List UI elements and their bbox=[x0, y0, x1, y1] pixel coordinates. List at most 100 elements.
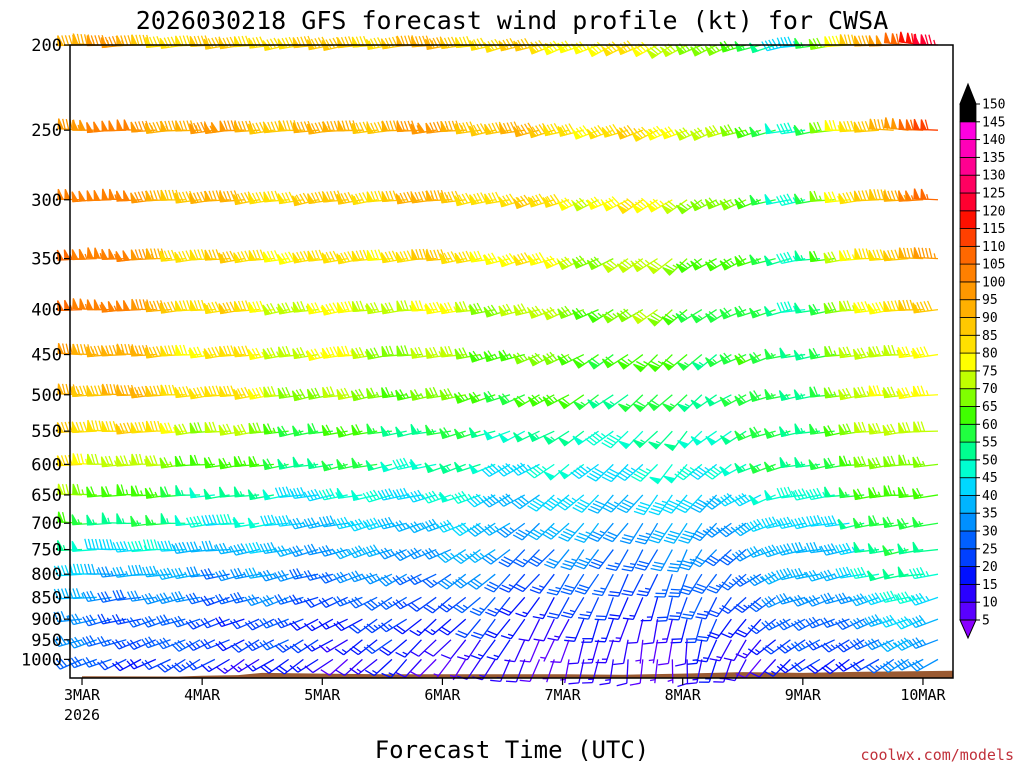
wind-barb bbox=[362, 489, 393, 503]
wind-barb bbox=[668, 597, 688, 621]
colorbar-label: 90 bbox=[982, 311, 998, 326]
wind-barb bbox=[609, 618, 629, 643]
wind-barb bbox=[823, 251, 850, 264]
wind-barb bbox=[424, 462, 452, 474]
wind-barb bbox=[321, 424, 348, 437]
wind-barb bbox=[498, 349, 525, 362]
wind-barb bbox=[764, 194, 791, 205]
wind-barb bbox=[86, 385, 112, 397]
wind-barb bbox=[291, 388, 319, 402]
wind-barb bbox=[452, 573, 481, 589]
wind-barb bbox=[466, 493, 496, 508]
wind-barb bbox=[321, 250, 348, 264]
wind-barb bbox=[247, 489, 274, 501]
wind-barb bbox=[883, 300, 909, 312]
wind-barb bbox=[546, 573, 570, 596]
wind-barb bbox=[395, 639, 422, 658]
wind-barb bbox=[483, 390, 511, 403]
wind-barb bbox=[805, 639, 835, 651]
wind-barb bbox=[690, 522, 718, 542]
wind-barb bbox=[594, 618, 614, 643]
colorbar-label: 145 bbox=[982, 115, 1005, 130]
colorbar-label: 115 bbox=[982, 222, 1005, 237]
wind-barb bbox=[882, 386, 909, 399]
colorbar-box bbox=[959, 601, 977, 621]
wind-barb bbox=[72, 298, 97, 311]
wind-barb bbox=[776, 251, 806, 265]
wind-barb bbox=[763, 255, 791, 267]
wind-barb bbox=[56, 249, 83, 261]
wind-barb bbox=[263, 190, 289, 203]
wind-barb bbox=[219, 385, 245, 397]
wind-barb bbox=[656, 618, 673, 644]
wind-barb bbox=[662, 394, 688, 413]
colorbar-label: 100 bbox=[982, 275, 1005, 290]
wind-barb bbox=[790, 516, 821, 530]
wind-barb bbox=[723, 639, 747, 662]
wind-barb bbox=[131, 453, 156, 466]
wind-barb bbox=[633, 354, 659, 373]
wind-barb bbox=[348, 596, 378, 609]
wind-barb bbox=[764, 489, 791, 501]
wind-barb bbox=[882, 545, 909, 557]
wind-barb bbox=[747, 618, 777, 635]
wind-barb bbox=[215, 542, 245, 555]
wind-barb bbox=[439, 251, 466, 265]
wind-barb bbox=[392, 596, 422, 610]
wind-barb bbox=[438, 618, 467, 636]
wind-barb bbox=[898, 31, 924, 46]
wind-barb bbox=[68, 588, 97, 600]
wind-barb bbox=[675, 43, 703, 56]
wind-barb bbox=[572, 197, 599, 212]
terrain-fill bbox=[82, 670, 953, 678]
wind-barb bbox=[175, 344, 201, 356]
wind-barb bbox=[868, 249, 894, 261]
wind-barb bbox=[130, 515, 156, 527]
wind-barb bbox=[570, 463, 599, 480]
wind-barb bbox=[71, 248, 97, 261]
wind-barb bbox=[321, 302, 348, 316]
wind-barb bbox=[350, 388, 378, 402]
wind-barb bbox=[349, 639, 378, 656]
wind-barb bbox=[277, 251, 304, 265]
wind-barb bbox=[277, 458, 304, 470]
wind-barb bbox=[690, 44, 717, 57]
wind-barb bbox=[303, 488, 334, 502]
wind-barb bbox=[601, 123, 629, 138]
wind-barb bbox=[648, 430, 673, 450]
wind-barb bbox=[864, 592, 894, 606]
wind-barb bbox=[337, 120, 363, 132]
wind-barb bbox=[116, 119, 142, 131]
wind-barb bbox=[97, 658, 127, 671]
wind-barb bbox=[658, 639, 673, 666]
wind-barb bbox=[455, 618, 481, 639]
wind-barb bbox=[100, 301, 127, 313]
wind-barb bbox=[470, 639, 496, 660]
wind-barb bbox=[635, 639, 644, 664]
wind-barb bbox=[678, 573, 703, 596]
wind-barb bbox=[303, 639, 334, 652]
wind-barb bbox=[718, 573, 747, 591]
wind-barb bbox=[853, 541, 880, 553]
wind-barb bbox=[115, 250, 142, 263]
wind-barb bbox=[601, 430, 629, 449]
wind-barb bbox=[762, 639, 791, 655]
wind-barb bbox=[115, 455, 142, 467]
wind-barb bbox=[159, 457, 186, 469]
colorbar-box bbox=[959, 459, 977, 479]
wind-barb bbox=[718, 549, 747, 566]
colorbar-box bbox=[959, 352, 977, 372]
wind-barb bbox=[894, 658, 924, 671]
wind-barb bbox=[896, 517, 924, 530]
wind-barb bbox=[247, 386, 274, 400]
wind-barb bbox=[764, 123, 791, 135]
wind-barb bbox=[101, 512, 127, 524]
wind-barb bbox=[333, 618, 363, 632]
wind-barb bbox=[690, 127, 717, 141]
wind-barb bbox=[112, 566, 142, 578]
wind-barb bbox=[216, 658, 245, 674]
wind-barb bbox=[306, 458, 334, 470]
wind-barb bbox=[631, 463, 659, 482]
wind-barb bbox=[499, 596, 526, 616]
wind-barb bbox=[557, 256, 585, 271]
